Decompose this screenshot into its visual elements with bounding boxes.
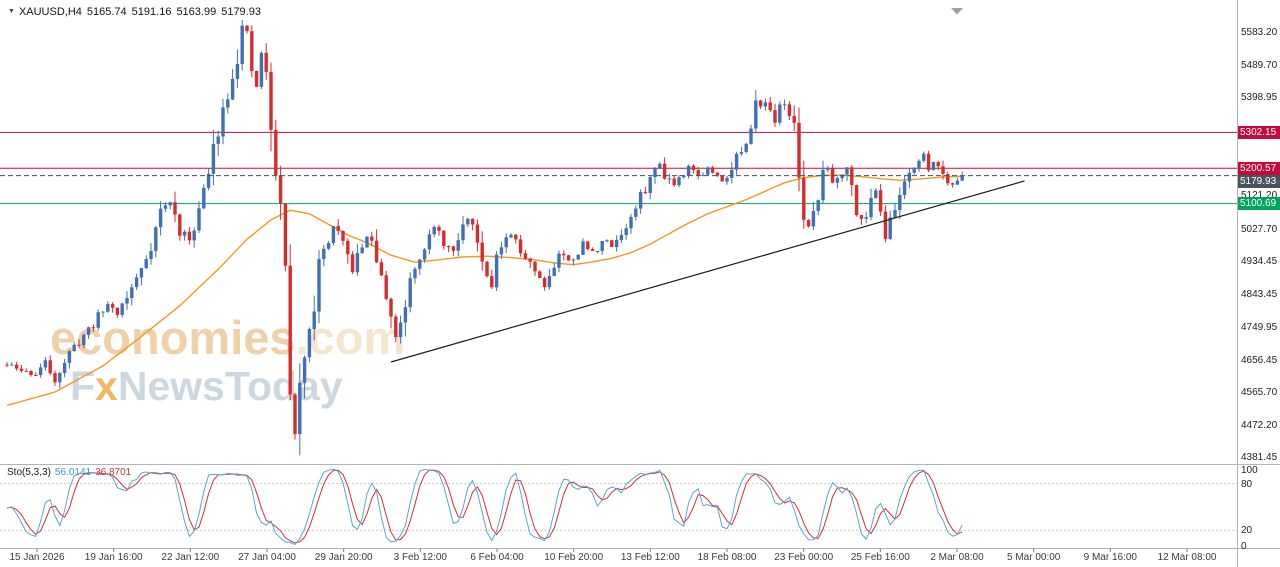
symbol-info: ▼ XAUUSD,H4 5165.74 5191.16 5163.99 5179.93	[8, 6, 261, 18]
time-axis-label: 29 Jan 20:00	[314, 552, 373, 563]
price-tick-label: 5027.70	[1241, 223, 1278, 235]
watermark-fx-x: x	[95, 362, 118, 409]
quote-high: 5191.16	[131, 6, 172, 18]
price-tick-label: 4472.20	[1241, 419, 1278, 431]
time-axis-label: 22 Jan 12:00	[161, 552, 220, 563]
price-tick-label: 4656.45	[1241, 354, 1278, 366]
watermark-brand: economies	[50, 311, 296, 364]
time-axis-label: 5 Mar 00:00	[1007, 552, 1061, 563]
indicator-value-signal: 36.8701	[95, 467, 132, 478]
price-level-badge-current: 5179.93	[1238, 174, 1280, 188]
chart-shift-marker[interactable]	[951, 8, 963, 15]
quote-close: 5179.93	[221, 6, 261, 18]
price-tick-label: 5121.20	[1241, 190, 1278, 202]
time-axis-label: 13 Feb 12:00	[620, 552, 680, 563]
stoch-scale-label: 80	[1241, 478, 1253, 490]
time-axis-label: 18 Feb 08:00	[697, 552, 757, 563]
candles	[5, 20, 964, 456]
price-tick-label: 4565.70	[1241, 386, 1278, 398]
time-axis-label: 12 Mar 08:00	[1157, 552, 1217, 563]
price-level-badge-resistance: 5302.15	[1238, 125, 1280, 139]
indicator-label: Sto(5,3,3) 56.0141 36.8701	[7, 467, 131, 478]
time-axis-label: 19 Jan 16:00	[84, 552, 143, 563]
price-tick-label: 4381.45	[1241, 452, 1278, 463]
price-tick-label: 4934.45	[1241, 256, 1278, 268]
time-axis-label: 25 Feb 16:00	[850, 552, 910, 563]
time-axis-label: 2 Mar 08:00	[930, 552, 984, 563]
stoch-scale-label: 0	[1241, 541, 1247, 552]
stoch-scale-label: 20	[1241, 525, 1253, 537]
time-axis-label: 27 Jan 04:00	[238, 552, 296, 563]
price-level-badge-resistance: 5200.57	[1238, 161, 1280, 175]
time-axis-label: 23 Feb 00:00	[774, 552, 834, 563]
time-axis-label: 6 Feb 04:00	[470, 552, 524, 563]
symbol-label: XAUUSD,H4	[18, 6, 82, 18]
price-tick-label: 5398.95	[1241, 92, 1278, 104]
time-axis-label: 10 Feb 20:00	[544, 552, 604, 563]
quote-low: 5163.99	[176, 6, 217, 18]
time-axis-label: 9 Mar 16:00	[1083, 552, 1137, 563]
stoch-signal-line	[6, 469, 963, 544]
trendline[interactable]	[390, 180, 1025, 363]
quote-open: 5165.74	[86, 6, 127, 18]
time-axis-label: 3 Feb 12:00	[393, 552, 447, 563]
indicator-value-main: 56.0141	[54, 467, 92, 478]
stoch-main-line	[6, 468, 963, 546]
stoch-scale-label: 100	[1241, 465, 1258, 476]
price-tick-label: 4843.45	[1241, 288, 1278, 300]
symbol-dropdown-icon[interactable]: ▼	[8, 8, 15, 15]
watermark-fx-f: F	[70, 362, 96, 409]
time-axis-label: 15 Jan 2026	[9, 552, 65, 563]
watermark-brand-line: economies.com	[50, 311, 405, 364]
stochastic-pane	[0, 468, 1237, 546]
indicator-name: Sto(5,3,3)	[7, 467, 51, 478]
price-level-badge-support: 5100.69	[1238, 197, 1280, 211]
main-pane	[0, 20, 1237, 456]
price-tick-label: 5489.70	[1241, 60, 1278, 72]
price-tick-label: 5583.20	[1241, 27, 1278, 38]
price-tick-label: 4749.95	[1241, 321, 1278, 333]
